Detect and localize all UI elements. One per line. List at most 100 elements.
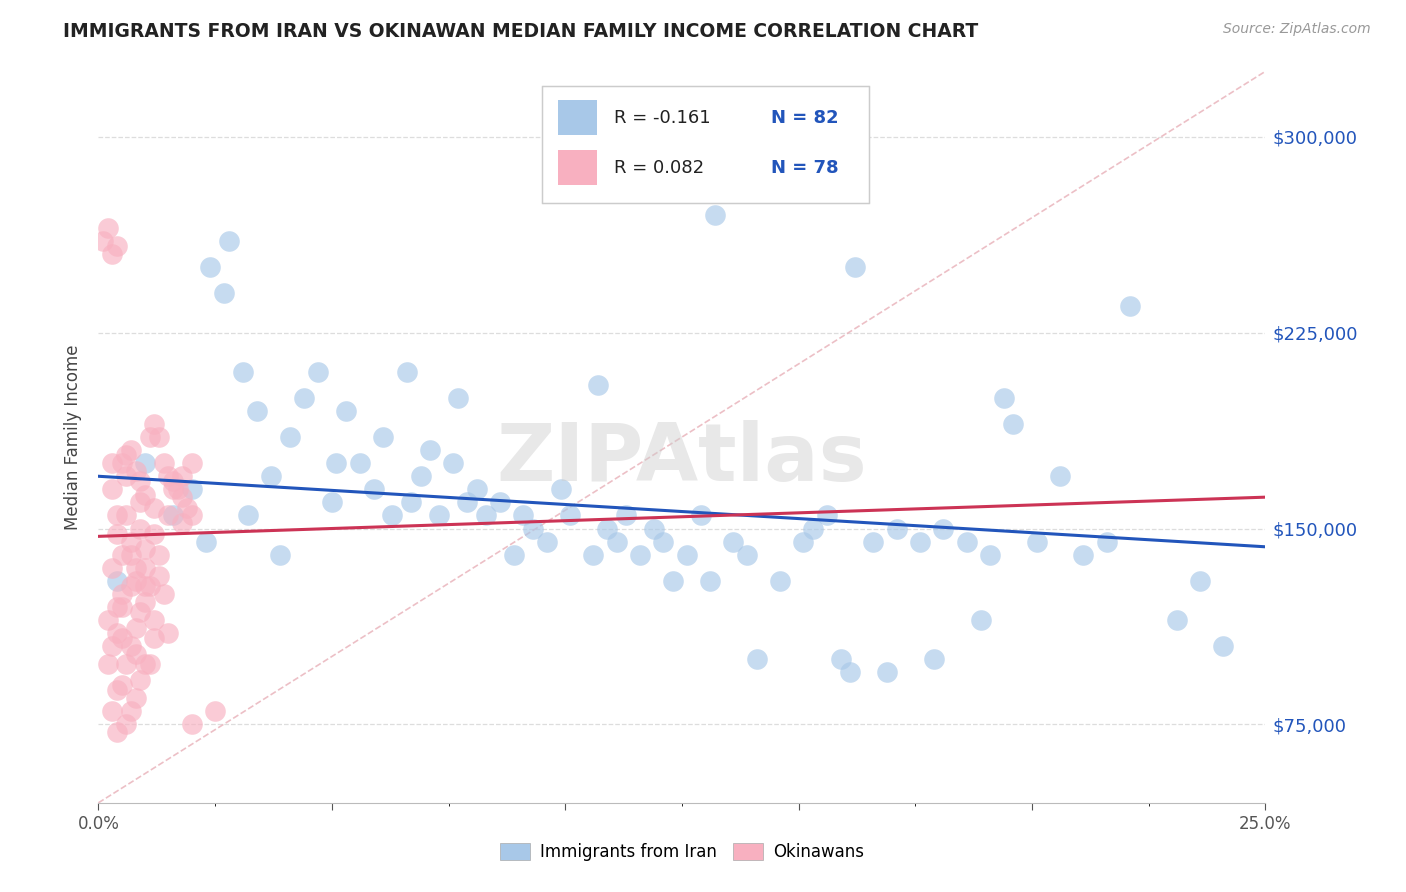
Point (139, 430, 162, 444)
Point (115, 469, 138, 483)
Point (723, 534, 745, 549)
Point (172, 490, 194, 504)
Point (292, 391, 315, 405)
Point (614, 508, 637, 523)
Point (125, 621, 148, 635)
Point (1166, 613, 1188, 627)
Point (134, 560, 156, 574)
Point (120, 443, 142, 458)
Point (111, 587, 134, 601)
Point (105, 683, 128, 698)
Legend: Immigrants from Iran, Okinawans: Immigrants from Iran, Okinawans (494, 836, 870, 868)
Point (1212, 639, 1234, 653)
Point (115, 657, 138, 672)
Point (162, 475, 184, 489)
Point (139, 579, 162, 593)
Point (1049, 469, 1071, 483)
Point (628, 548, 651, 562)
Point (321, 495, 343, 509)
Point (172, 469, 194, 483)
Point (558, 508, 581, 523)
Point (427, 508, 450, 523)
Point (129, 521, 152, 535)
Point (129, 605, 152, 619)
Point (180, 508, 202, 523)
Point (886, 521, 908, 535)
Point (120, 579, 142, 593)
Point (550, 483, 572, 497)
Point (115, 717, 138, 731)
Point (97, 657, 120, 672)
Point (419, 443, 441, 458)
Point (689, 508, 711, 523)
Point (101, 639, 124, 653)
Point (661, 574, 683, 588)
Point (769, 574, 792, 588)
Point (97, 613, 120, 627)
Point (125, 574, 148, 588)
Point (134, 542, 156, 557)
Point (111, 678, 134, 692)
Point (125, 560, 148, 574)
Point (129, 495, 152, 509)
Point (956, 534, 979, 549)
Text: Source: ZipAtlas.com: Source: ZipAtlas.com (1223, 22, 1371, 37)
Point (180, 456, 202, 470)
Point (148, 568, 170, 582)
Point (129, 475, 152, 489)
Point (993, 391, 1015, 405)
Point (218, 234, 240, 248)
Point (801, 521, 824, 535)
Point (932, 521, 955, 535)
Point (111, 456, 134, 470)
Point (502, 548, 524, 562)
Point (125, 464, 148, 478)
Point (204, 705, 226, 719)
Point (373, 430, 395, 444)
Point (1002, 417, 1025, 431)
Point (162, 483, 184, 497)
Point (129, 673, 152, 687)
Point (134, 594, 156, 608)
Point (839, 665, 862, 680)
Point (399, 495, 422, 509)
Point (105, 526, 128, 541)
Point (447, 391, 470, 405)
Point (307, 365, 329, 379)
Point (381, 508, 404, 523)
Point (101, 560, 124, 574)
Point (134, 657, 156, 672)
Point (200, 260, 222, 275)
Point (675, 548, 697, 562)
Point (101, 456, 124, 470)
Point (606, 534, 628, 549)
Point (139, 657, 162, 672)
Point (152, 587, 174, 601)
Point (115, 448, 138, 462)
Point (456, 495, 478, 509)
Point (143, 417, 166, 431)
Point (735, 548, 758, 562)
Point (105, 574, 128, 588)
Point (232, 365, 254, 379)
Point (582, 548, 605, 562)
Point (157, 508, 180, 523)
Point (148, 548, 170, 562)
Point (105, 599, 128, 614)
Point (922, 652, 945, 666)
Point (703, 208, 725, 222)
Point (1189, 574, 1212, 588)
Point (349, 456, 371, 470)
Point (111, 599, 134, 614)
Point (162, 508, 184, 523)
Point (176, 500, 198, 515)
Point (134, 487, 156, 501)
Point (105, 508, 128, 523)
Point (101, 705, 124, 719)
Point (652, 534, 675, 549)
Point (512, 508, 534, 523)
Point (105, 239, 128, 253)
Point (1025, 534, 1047, 549)
Point (335, 404, 357, 418)
Point (1073, 548, 1095, 562)
